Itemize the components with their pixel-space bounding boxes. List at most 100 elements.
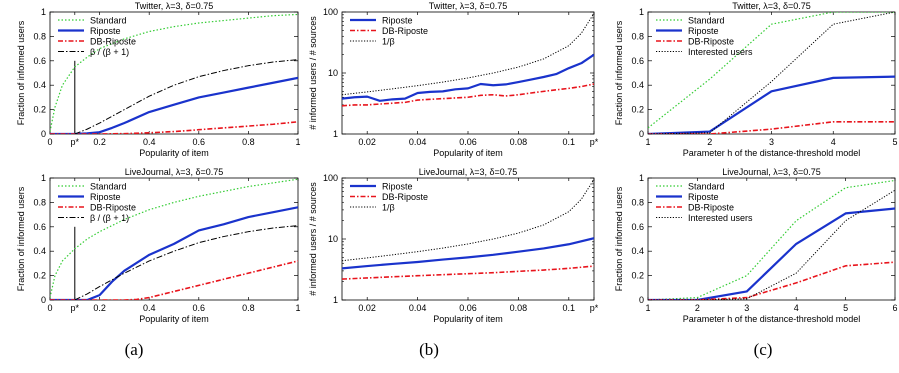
y-tick-label: 10 [328,68,338,78]
plot-frame [49,177,299,301]
panel-3: Twitter, λ=3, δ=0.75 1 2 3 4 5 0 0.2 0.4 0.6 0.8 1 P… [614,1,898,158]
legend-label: Riposte [382,16,413,26]
x-axis-label: Popularity of item [433,314,503,324]
series-line-dotted [648,12,895,134]
y-tick-label: 10 [328,234,338,244]
chart-title: LiveJournal, λ=3, δ=0.75 [722,167,821,177]
series-line-riposte [50,206,298,300]
x-tick-label: 4 [831,137,836,147]
x-axis-label: Parameter h of the distance-threshold mo… [683,148,861,158]
legend-label: DB-Riposte [90,203,136,213]
legend-label: Interested users [688,213,753,223]
y-tick-label: 1 [639,173,644,183]
x-tick-label: 3 [744,303,749,313]
series-line-dotted [342,179,594,262]
y-tick-label: 1 [333,129,338,139]
x-tick-label: 6 [892,303,897,313]
x-tick-label: 0.04 [409,137,427,147]
legend-label: Standard [90,16,127,26]
series-line-standard [50,13,298,132]
x-tick-label: 2 [695,303,700,313]
x-axis-label: Popularity of item [139,314,209,324]
x-tick-label: 0.08 [510,303,528,313]
legend-label: Standard [688,16,725,26]
y-tick-label: 1 [41,7,46,17]
y-tick-label: 0.2 [33,105,46,115]
x-tick-label: 5 [843,303,848,313]
series-line-db-riposte [50,260,298,300]
series-line-standard [648,12,895,129]
legend-label: Riposte [90,26,121,36]
x-tick-label: 0.8 [242,137,255,147]
x-tick-label: 0.2 [93,303,106,313]
y-tick-label: 0 [639,295,644,305]
legend-label: β / (β + 1) [90,47,129,57]
x-tick-label: 0.4 [143,303,156,313]
y-tick-label: 0 [41,295,46,305]
panel-2: Twitter, λ=3, δ=0.75 0.02 0.04 0.06 0.08 0.1 p… [308,1,599,158]
y-tick-label: 100 [323,173,338,183]
y-tick-label: 0.6 [33,56,46,66]
panel-4: LiveJournal, λ=3, δ=0.75 0 p* 0.2 0.4 0.6 0.8 1… [16,167,301,324]
x-tick-label: 2 [707,137,712,147]
x-tick-label: 0.6 [193,137,206,147]
y-tick-label: 0.2 [33,271,46,281]
y-tick-label: 0.4 [33,246,46,256]
series-line-db-riposte [342,265,594,280]
y-axis-label: Fraction of informed users [16,20,26,125]
x-tick-label: 0 [47,303,52,313]
plot-frame [647,11,896,135]
chart-title: LiveJournal, λ=3, δ=0.75 [125,167,224,177]
x-axis-label: Parameter h of the distance-threshold mo… [683,314,861,324]
series-line-db-riposte [50,121,298,134]
y-tick-label: 1 [639,7,644,17]
legend-label: Standard [688,182,725,192]
y-tick-label: 0.8 [33,197,46,207]
x-tick-label: 0.8 [242,303,255,313]
series-line-standard [50,178,298,298]
y-tick-label: 0.6 [631,222,644,232]
series-line-db-riposte [648,261,895,300]
y-tick-label: 0.8 [33,31,46,41]
caption-c: (c) [753,340,773,359]
y-tick-label: 0 [41,129,46,139]
y-axis-label: # informed users / # sources [308,16,318,130]
x-tick-label: 1 [645,137,650,147]
series-line-riposte [50,76,298,134]
panel-6: LiveJournal, λ=3, δ=0.75 1 2 3 4 5 6 0 0.2 0.4 0.6… [614,167,898,324]
legend-label: 1/β [382,37,395,47]
x-tick-label: 0.1 [563,137,576,147]
x-tick-label: 0.6 [193,303,206,313]
series-line-db-riposte [648,121,895,134]
series-line-riposte [648,207,895,300]
plot-frame [647,177,896,301]
y-tick-label: 100 [323,7,338,17]
legend-label: Riposte [688,192,719,202]
legend-label: 1/β [382,203,395,213]
y-tick-label: 0.2 [631,271,644,281]
legend-label: β / (β + 1) [90,213,129,223]
x-tick-label: 5 [892,137,897,147]
y-tick-label: 0.6 [631,56,644,66]
y-tick-label: 0.8 [631,31,644,41]
series-line-db-riposte [342,83,594,107]
panel-5: LiveJournal, λ=3, δ=0.75 0.02 0.04 0.06 0.08… [308,167,599,324]
x-tick-label: 4 [794,303,799,313]
plot-frame [49,11,299,135]
legend-label: DB-Riposte [688,37,734,47]
chart-title: Twitter, λ=3, δ=0.75 [135,1,214,11]
chart-title: LiveJournal, λ=3, δ=0.75 [419,167,518,177]
series-line-standard [648,179,895,300]
legend-label: DB-Riposte [382,26,428,36]
x-tick-label: p* [71,303,80,313]
legend-label: Riposte [382,182,413,192]
series-line-riposte [342,237,594,270]
y-tick-label: 0.6 [33,222,46,232]
x-tick-label: 0.02 [358,303,376,313]
y-tick-label: 1 [41,173,46,183]
y-axis-label: Fraction of informed users [614,20,624,125]
y-tick-label: 0.4 [33,80,46,90]
